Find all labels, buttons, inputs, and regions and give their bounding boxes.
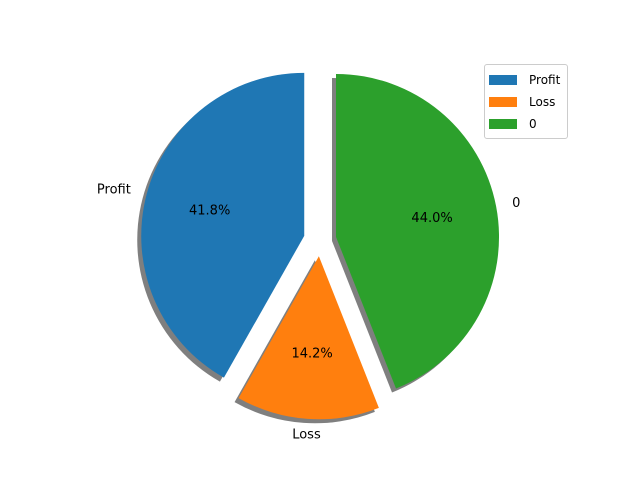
legend-swatch-loss (489, 97, 517, 107)
chart-legend: Profit Loss 0 (484, 64, 568, 139)
pie-slice-loss (238, 256, 379, 420)
slice-label-zero: 0 (512, 196, 520, 211)
legend-label-loss: Loss (529, 95, 556, 109)
legend-item-profit: Profit (489, 69, 561, 91)
legend-label-profit: Profit (529, 73, 561, 87)
legend-item-zero: 0 (489, 113, 561, 135)
slice-percent-profit: 41.8% (189, 203, 230, 218)
legend-swatch-zero (489, 119, 517, 129)
pie-slices (141, 72, 500, 420)
pie-slice-profit (141, 72, 305, 378)
legend-label-zero: 0 (529, 117, 537, 131)
slice-label-profit: Profit (97, 183, 131, 198)
slice-label-loss: Loss (292, 428, 321, 443)
pie-slice-zero (336, 73, 500, 389)
slice-percent-loss: 14.2% (291, 346, 332, 361)
slice-percent-zero: 44.0% (411, 211, 452, 226)
legend-swatch-profit (489, 75, 517, 85)
legend-item-loss: Loss (489, 91, 561, 113)
pie-labels: 41.8% Profit 14.2% Loss 44.0% 0 (97, 183, 520, 443)
